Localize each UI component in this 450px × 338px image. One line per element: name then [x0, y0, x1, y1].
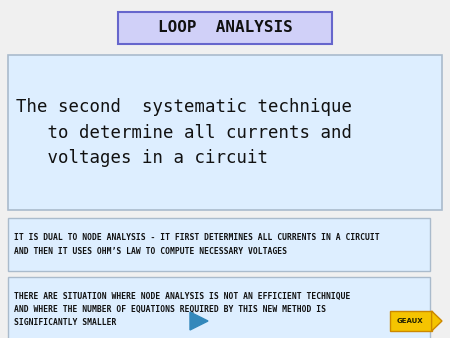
- Text: THERE ARE SITUATION WHERE NODE ANALYSIS IS NOT AN EFFICIENT TECHNIQUE
AND WHERE : THERE ARE SITUATION WHERE NODE ANALYSIS …: [14, 292, 351, 327]
- FancyBboxPatch shape: [118, 12, 332, 44]
- Text: LOOP  ANALYSIS: LOOP ANALYSIS: [158, 21, 292, 35]
- FancyBboxPatch shape: [8, 277, 430, 338]
- FancyBboxPatch shape: [390, 311, 432, 331]
- Text: The second  systematic technique
   to determine all currents and
   voltages in: The second systematic technique to deter…: [16, 98, 352, 167]
- Text: IT IS DUAL TO NODE ANALYSIS - IT FIRST DETERMINES ALL CURRENTS IN A CIRCUIT
AND : IT IS DUAL TO NODE ANALYSIS - IT FIRST D…: [14, 234, 380, 256]
- FancyBboxPatch shape: [8, 55, 442, 210]
- Text: GEAUX: GEAUX: [396, 318, 423, 324]
- FancyBboxPatch shape: [8, 218, 430, 271]
- Polygon shape: [432, 311, 442, 331]
- Polygon shape: [190, 312, 208, 330]
